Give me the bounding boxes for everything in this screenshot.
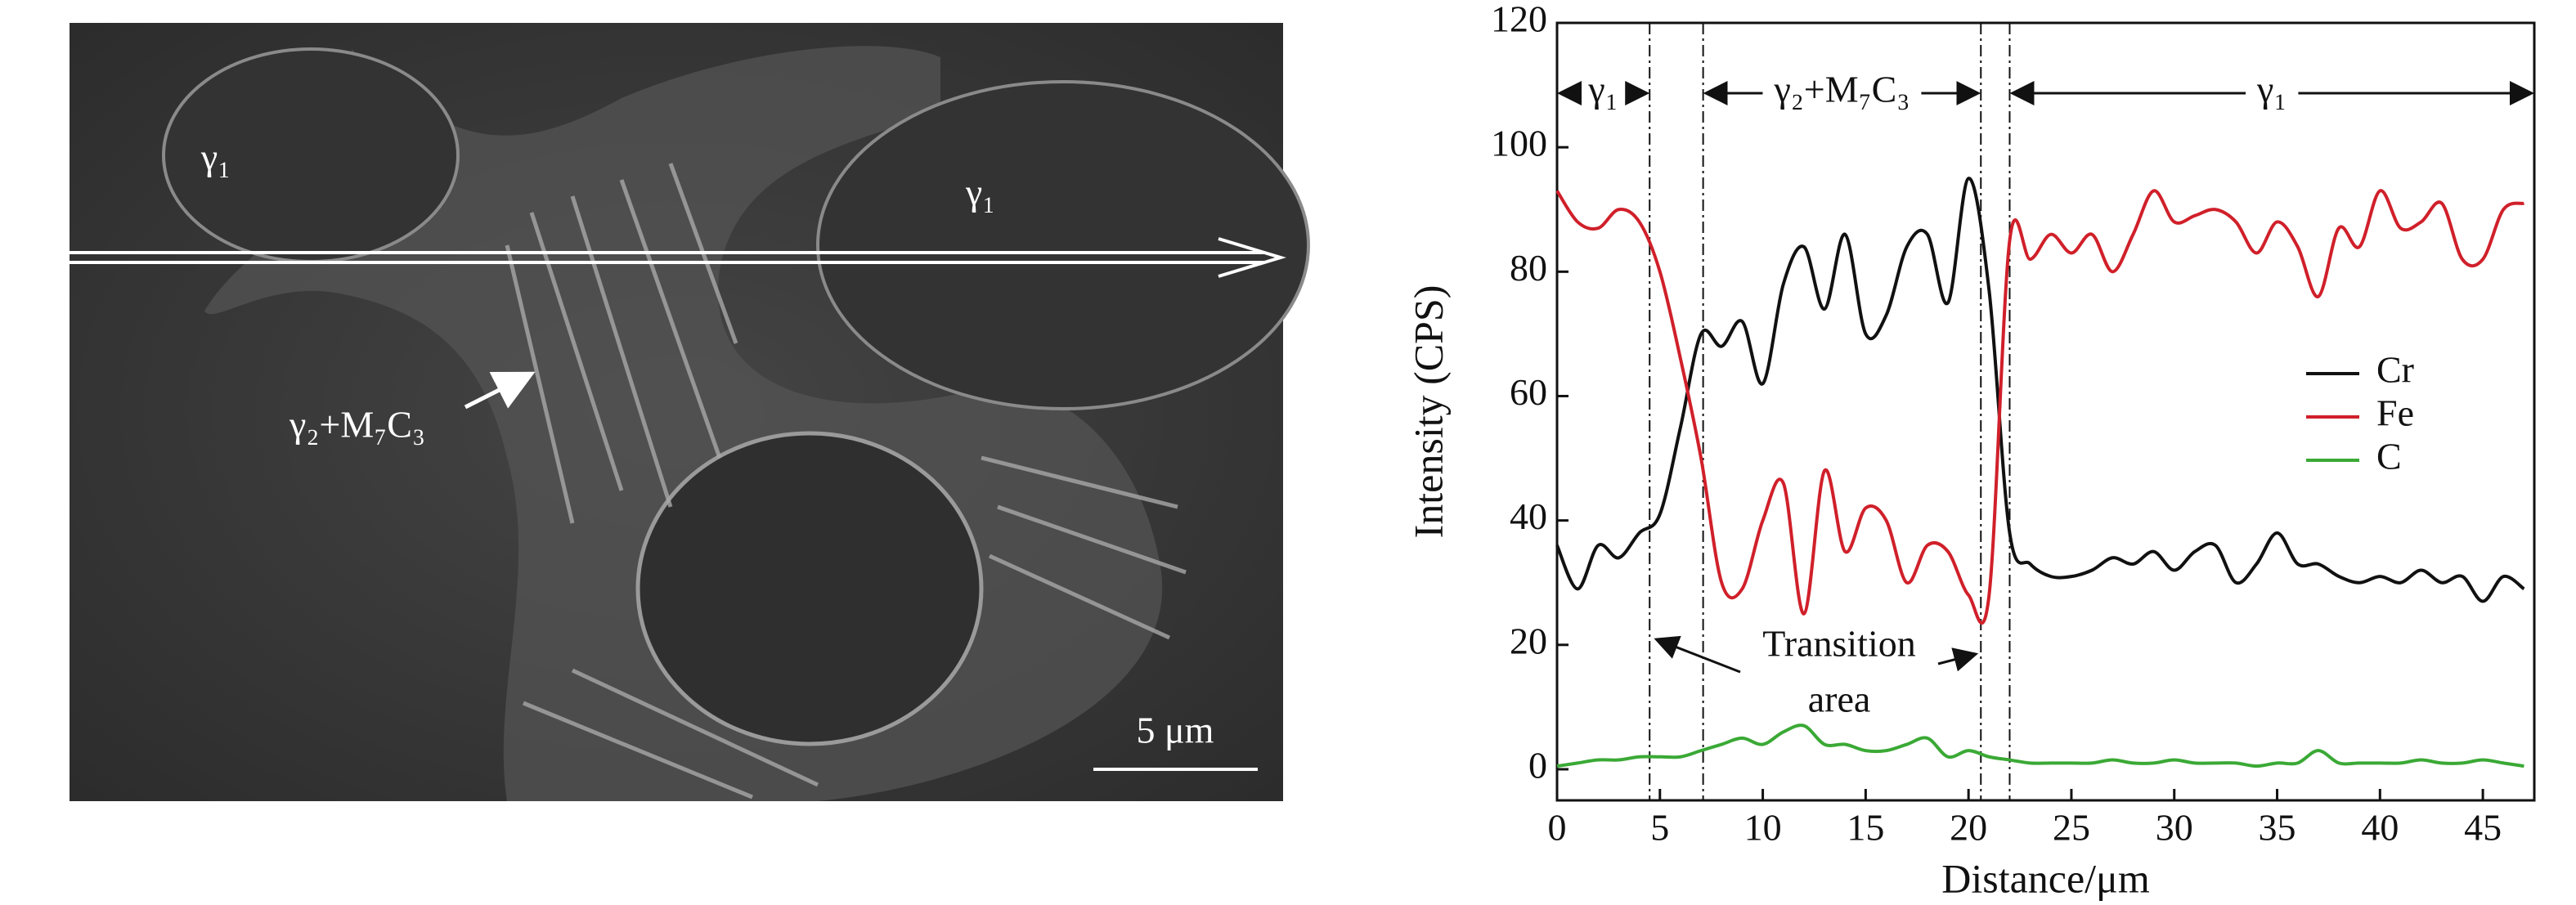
annotation: area — [1808, 679, 1871, 720]
region-label: γ₁ — [1587, 69, 1618, 110]
series-line — [1556, 724, 2524, 768]
annotation-arrow — [1654, 635, 1741, 674]
micrograph: γ₁ γ₁ γ₂+M₇C₃ 5 μm — [70, 23, 1310, 802]
x-tick-label: 25 — [2053, 807, 2090, 849]
y-tick-label: 100 — [1491, 123, 1547, 164]
x-tick-label: 5 — [1650, 807, 1669, 849]
line-chart: 0 20 40 60 80 100 120 0 5 10 15 20 25 30 35 40 45 Distanc… — [1405, 0, 2536, 901]
region-label: γ₁ — [2256, 69, 2287, 110]
legend-label: C — [2376, 436, 2402, 477]
y-tick-label: 80 — [1510, 247, 1547, 289]
phase-label: γ₁ — [965, 172, 995, 213]
y-axis-label: Intensity (CPS) — [1405, 285, 1451, 539]
x-tick-label: 45 — [2464, 807, 2502, 849]
phase-label: γ₂+M₇C₃ — [289, 404, 425, 446]
phase-label: γ₁ — [200, 137, 231, 178]
x-tick-label: 10 — [1744, 807, 1782, 849]
y-tick-label: 60 — [1510, 371, 1547, 413]
x-tick-label: 35 — [2259, 807, 2296, 849]
x-tick-label: 30 — [2156, 807, 2193, 849]
annotation-arrow — [1937, 647, 1979, 672]
series-line — [1555, 189, 2524, 625]
x-tick-label: 20 — [1950, 807, 1987, 849]
x-tick-label: 0 — [1548, 807, 1567, 849]
x-tick-label: 40 — [2361, 807, 2399, 849]
y-tick-label: 40 — [1510, 495, 1547, 537]
scale-bar-label: 5 μm — [1137, 710, 1214, 751]
x-tick-label: 15 — [1847, 807, 1884, 849]
region-label: γ₂+M₇C₃ — [1773, 69, 1910, 110]
y-tick-label: 120 — [1491, 0, 1547, 40]
annotation: Transition — [1762, 623, 1915, 665]
x-axis-label: Distance/μm — [1941, 855, 2150, 901]
y-tick-label: 20 — [1510, 620, 1547, 661]
y-tick-label: 0 — [1528, 745, 1547, 786]
legend-label: Cr — [2376, 349, 2414, 391]
plot-frame — [1555, 21, 2536, 802]
series-line — [1555, 177, 2525, 603]
legend-label: Fe — [2376, 392, 2414, 434]
